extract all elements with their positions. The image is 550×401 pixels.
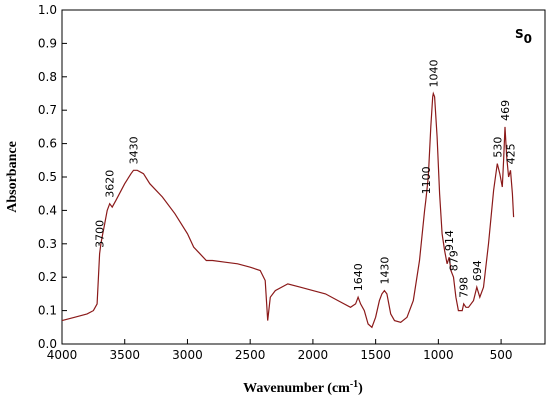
plot-frame — [61, 9, 546, 345]
x-tick-label: 3000 — [172, 348, 203, 362]
y-tick-label: 0.0 — [38, 337, 57, 351]
x-tick-label: 2000 — [298, 348, 329, 362]
annotation: S0 — [515, 27, 532, 46]
peak-label: 425 — [505, 143, 518, 164]
y-tick-label: 1.0 — [38, 3, 57, 17]
peak-label: 3620 — [104, 170, 117, 198]
peak-label: 1040 — [427, 60, 440, 88]
y-tick-label: 0.3 — [38, 237, 57, 251]
y-tick-label: 0.1 — [38, 304, 57, 318]
y-tick-label: 0.2 — [38, 270, 57, 284]
x-tick-label: 4000 — [47, 348, 78, 362]
x-tick-label: 500 — [490, 348, 513, 362]
x-tick-label: 3500 — [109, 348, 140, 362]
peak-label: 469 — [499, 100, 512, 121]
peak-label: 1100 — [420, 166, 433, 194]
peak-label: 694 — [471, 260, 484, 281]
peak-label: 3430 — [128, 136, 141, 164]
x-tick-label: 1000 — [423, 348, 454, 362]
x-tick-label: 1500 — [360, 348, 391, 362]
x-tick-label: 2500 — [235, 348, 266, 362]
peak-label: 3700 — [94, 220, 107, 248]
y-tick-label: 0.8 — [38, 70, 57, 84]
y-tick-label: 0.6 — [38, 137, 57, 151]
y-tick-label: 0.9 — [38, 36, 57, 50]
y-tick-label: 0.5 — [38, 170, 57, 184]
peak-label: 798 — [458, 277, 471, 298]
peak-label: 1430 — [378, 257, 391, 285]
peak-label: 879 — [448, 250, 461, 271]
y-axis-label: Absorbance — [5, 141, 20, 213]
peak-label: 914 — [443, 230, 456, 251]
peak-label: 1640 — [352, 263, 365, 291]
y-tick-label: 0.7 — [38, 103, 57, 117]
peak-label: 530 — [491, 137, 504, 158]
spectrum-line — [61, 91, 515, 329]
y-tick-label: 0.4 — [38, 203, 57, 217]
x-axis-label: Wavenumber (cm-1) — [243, 379, 363, 396]
